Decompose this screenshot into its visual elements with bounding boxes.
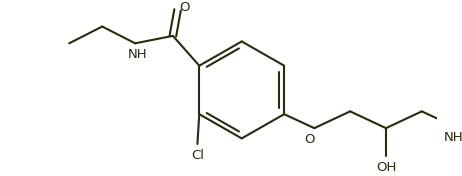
Text: NH: NH xyxy=(127,48,147,61)
Text: OH: OH xyxy=(376,161,396,174)
Text: O: O xyxy=(304,133,315,146)
Text: NH: NH xyxy=(444,131,462,144)
Text: O: O xyxy=(179,1,189,14)
Text: Cl: Cl xyxy=(191,149,204,162)
